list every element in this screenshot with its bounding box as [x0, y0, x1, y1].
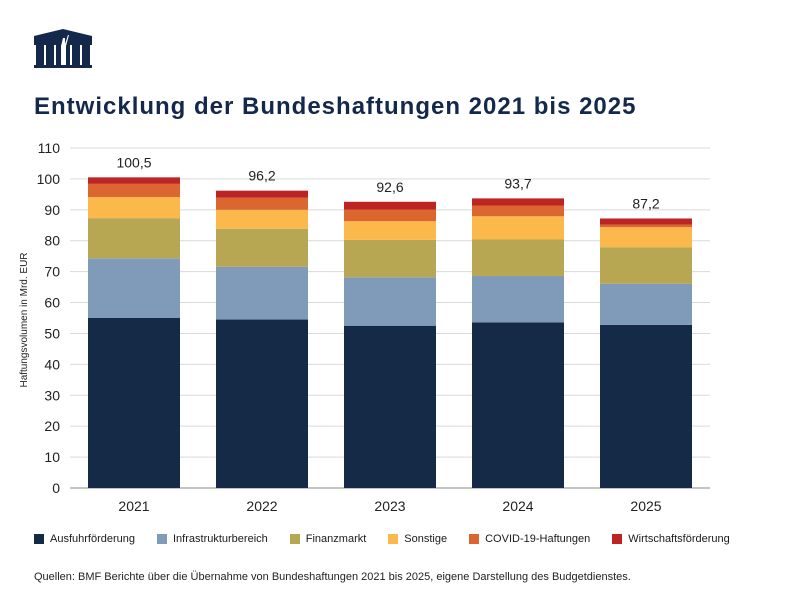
bar-segment	[216, 319, 308, 488]
total-label: 92,6	[376, 179, 403, 195]
bar-segment	[88, 218, 180, 259]
y-tick-label: 80	[44, 233, 60, 249]
legend-label: Finanzmarkt	[305, 533, 367, 545]
bar-segment	[344, 201, 436, 210]
legend-item: Ausfuhrförderung	[34, 533, 135, 545]
legend-item: Finanzmarkt	[289, 533, 367, 545]
bar-segment	[216, 209, 308, 229]
bar-segment	[472, 216, 564, 240]
x-tick-label: 2022	[246, 498, 277, 514]
legend-item: Sonstige	[388, 533, 447, 545]
bar-segment	[600, 283, 692, 325]
bar-segment	[344, 325, 436, 488]
x-tick-label: 2025	[630, 498, 661, 514]
bar-segment	[344, 277, 436, 326]
source-note: Quellen: BMF Berichte über die Übernahme…	[34, 571, 631, 583]
bar-segment	[600, 227, 692, 248]
bar-segment	[600, 218, 692, 225]
logo-icon	[34, 29, 92, 68]
bar-segment	[88, 177, 180, 184]
bar-segment	[600, 224, 692, 228]
y-tick-label: 70	[44, 264, 60, 280]
bar-segment	[344, 239, 436, 278]
total-label: 93,7	[504, 175, 531, 191]
legend-swatch	[34, 534, 44, 544]
legend-item: Infrastrukturbereich	[157, 533, 268, 545]
bar-segment	[88, 183, 180, 198]
x-tick-label: 2021	[118, 498, 149, 514]
legend-label: COVID-19-Haftungen	[485, 533, 591, 545]
total-label: 100,5	[116, 154, 151, 170]
bar-segment	[472, 322, 564, 488]
legend-label: Wirtschaftsförderung	[628, 533, 730, 545]
legend-swatch	[157, 534, 167, 544]
x-tick-label: 2024	[502, 498, 533, 514]
bar-segment	[472, 198, 564, 206]
x-tick-label: 2023	[374, 498, 405, 514]
y-tick-label: 30	[44, 387, 60, 403]
legend-swatch	[612, 534, 623, 544]
y-axis-label: Haftungsvolumen in Mrd. EUR	[19, 252, 30, 387]
bar-segment	[472, 205, 564, 217]
legend-swatch	[469, 534, 480, 544]
y-tick-label: 0	[52, 480, 60, 496]
y-tick-label: 40	[44, 356, 60, 372]
bar-segment	[216, 266, 308, 320]
chart-title: Entwicklung der Bundeshaftungen 2021 bis…	[34, 93, 637, 120]
legend-swatch	[388, 534, 399, 544]
bar-segment	[88, 197, 180, 219]
bar-segment	[344, 209, 436, 222]
y-tick-label: 110	[38, 140, 61, 156]
legend-label: Sonstige	[404, 533, 448, 545]
y-tick-label: 90	[44, 202, 60, 218]
legend-item: Wirtschaftsförderung	[612, 533, 730, 545]
bar-segment	[216, 190, 308, 198]
bar-segment	[600, 324, 692, 488]
legend-swatch	[289, 534, 300, 544]
bar-segment	[88, 258, 180, 318]
bar-segment	[216, 197, 308, 210]
legend-item: COVID-19-Haftungen	[469, 533, 590, 545]
bar-segment	[344, 221, 436, 240]
legend: Ausfuhrförderung Infrastrukturbereich Fina…	[34, 533, 752, 545]
stacked-bar-chart: 0 10 20 30 40 50 60 70 80 90 100 110 Haftungsvolumen…	[19, 140, 710, 514]
bar-segment	[472, 239, 564, 276]
bar-segment	[216, 228, 308, 267]
y-tick-label: 100	[37, 171, 61, 187]
total-label: 96,2	[248, 168, 275, 184]
bar-segment	[600, 247, 692, 284]
legend-label: Infrastrukturbereich	[173, 533, 268, 545]
y-tick-label: 10	[44, 449, 60, 465]
y-tick-label: 60	[44, 295, 60, 311]
total-label: 87,2	[632, 195, 659, 211]
bar-segment	[472, 275, 564, 323]
bar-segment	[88, 318, 180, 488]
y-tick-label: 50	[44, 325, 60, 341]
legend-label: Ausfuhrförderung	[50, 533, 135, 545]
y-tick-label: 20	[44, 418, 60, 434]
